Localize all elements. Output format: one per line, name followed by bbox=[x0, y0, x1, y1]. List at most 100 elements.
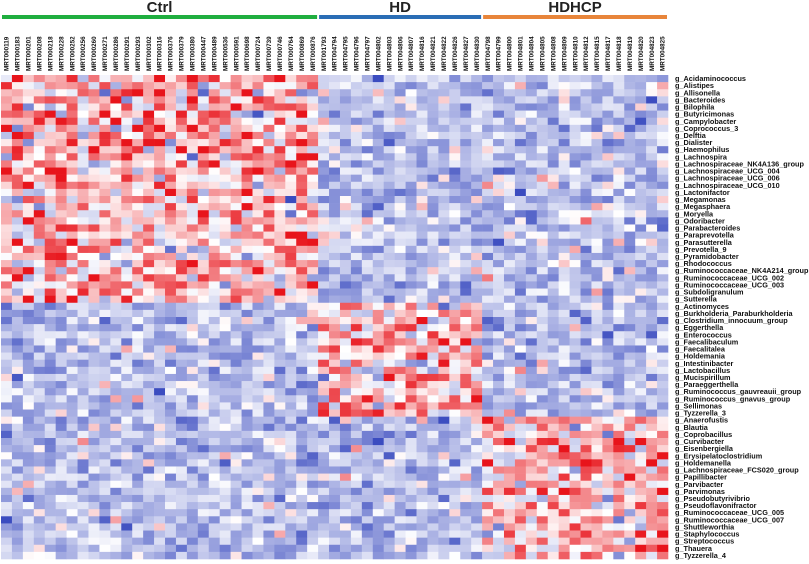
heatmap-cell bbox=[536, 345, 549, 353]
heatmap-cell bbox=[197, 117, 210, 126]
heatmap-cell bbox=[263, 252, 275, 261]
heatmap-cell bbox=[121, 260, 133, 268]
heatmap-cell bbox=[438, 331, 450, 339]
heatmap-cell bbox=[230, 75, 242, 83]
heatmap-cell bbox=[482, 274, 494, 282]
heatmap-cell bbox=[624, 131, 636, 140]
heatmap-cell bbox=[66, 103, 78, 111]
heatmap-cell bbox=[274, 352, 286, 361]
heatmap-cell bbox=[580, 502, 592, 510]
heatmap-cell bbox=[602, 331, 614, 339]
heatmap-cell bbox=[22, 274, 35, 282]
genus-label: g_Butyricimonas bbox=[675, 110, 734, 119]
heatmap-cell bbox=[11, 238, 24, 247]
heatmap-cell bbox=[219, 238, 231, 247]
heatmap-cell bbox=[427, 502, 439, 510]
heatmap-cell bbox=[175, 117, 188, 126]
heatmap-cell bbox=[263, 181, 275, 190]
heatmap-cell bbox=[296, 516, 308, 524]
heatmap-cell bbox=[558, 551, 570, 560]
heatmap-cell bbox=[66, 224, 78, 232]
heatmap-cell bbox=[296, 530, 308, 538]
heatmap-cell bbox=[329, 473, 341, 482]
heatmap-cell bbox=[394, 388, 406, 396]
heatmap-cell bbox=[514, 416, 527, 425]
heatmap-cell bbox=[329, 196, 341, 204]
heatmap-cell bbox=[33, 110, 46, 119]
heatmap-cell bbox=[143, 373, 155, 382]
heatmap-cell bbox=[11, 110, 24, 119]
heatmap-cell bbox=[460, 174, 472, 183]
heatmap-cell bbox=[110, 502, 122, 510]
heatmap-cell bbox=[252, 324, 264, 332]
heatmap-cell bbox=[318, 89, 330, 97]
heatmap-cell bbox=[230, 245, 242, 254]
heatmap-cell bbox=[602, 359, 614, 368]
heatmap-cell bbox=[88, 89, 100, 97]
heatmap-cell bbox=[165, 466, 177, 474]
group-bar-ctrl bbox=[2, 15, 318, 19]
heatmap-cell bbox=[197, 551, 210, 560]
genus-label: g_Curvibacter bbox=[675, 437, 724, 446]
heatmap-cell bbox=[307, 82, 319, 90]
heatmap-cell bbox=[219, 317, 231, 325]
heatmap-cell bbox=[350, 188, 363, 197]
heatmap-cell bbox=[88, 324, 100, 332]
heatmap-cell bbox=[536, 96, 549, 104]
heatmap-cell bbox=[372, 395, 384, 403]
heatmap-cell bbox=[197, 274, 210, 282]
heatmap-cell bbox=[339, 210, 352, 218]
heatmap-cell bbox=[154, 523, 166, 531]
heatmap-cell bbox=[1, 402, 13, 410]
heatmap-cell bbox=[602, 317, 614, 325]
heatmap-cell bbox=[394, 146, 406, 154]
heatmap-cell bbox=[602, 82, 614, 90]
heatmap-cell bbox=[657, 153, 669, 161]
heatmap-cell bbox=[263, 238, 275, 247]
heatmap-cell bbox=[77, 139, 89, 147]
heatmap-cell bbox=[165, 281, 177, 289]
heatmap-cell bbox=[449, 117, 461, 126]
heatmap-cell bbox=[77, 281, 89, 289]
heatmap-cell bbox=[175, 452, 188, 460]
sample-label: MRT000218 bbox=[47, 36, 54, 71]
genus-label: g_Tyzzerella_4 bbox=[675, 551, 727, 560]
heatmap-cell bbox=[514, 274, 527, 282]
genus-label: g_Megamonas bbox=[675, 195, 726, 204]
genus-label: g_Parasutterella bbox=[675, 238, 733, 247]
heatmap-cell bbox=[55, 103, 67, 111]
heatmap-cell bbox=[405, 181, 417, 190]
heatmap-cell bbox=[99, 509, 111, 517]
heatmap-cell bbox=[383, 153, 395, 161]
heatmap-cell bbox=[547, 523, 559, 531]
heatmap-cell bbox=[241, 359, 253, 368]
heatmap-cell bbox=[197, 480, 210, 489]
heatmap-cell bbox=[307, 373, 319, 382]
heatmap-cell bbox=[471, 388, 483, 396]
heatmap-cell bbox=[208, 302, 220, 311]
heatmap-cell bbox=[66, 260, 78, 268]
heatmap-cell bbox=[471, 345, 483, 353]
heatmap-cell bbox=[569, 409, 581, 417]
heatmap-cell bbox=[361, 302, 374, 311]
heatmap-cell bbox=[405, 494, 417, 503]
heatmap-cell bbox=[55, 196, 67, 204]
heatmap-cell bbox=[646, 473, 658, 482]
heatmap-cell bbox=[449, 110, 461, 119]
heatmap-cell bbox=[208, 124, 220, 133]
heatmap-cell bbox=[263, 445, 275, 453]
heatmap-cell bbox=[602, 473, 614, 482]
heatmap-cell bbox=[405, 416, 417, 425]
heatmap-cell bbox=[44, 551, 56, 560]
heatmap-cell bbox=[88, 430, 100, 439]
heatmap-cell bbox=[99, 331, 111, 339]
heatmap-cell bbox=[569, 160, 581, 168]
heatmap-cell bbox=[132, 309, 144, 318]
heatmap-cell bbox=[449, 160, 461, 168]
heatmap-cell bbox=[175, 466, 188, 474]
heatmap-cell bbox=[427, 516, 439, 524]
heatmap-cell bbox=[33, 124, 46, 133]
heatmap-cell bbox=[11, 551, 24, 560]
heatmap-cell bbox=[602, 430, 614, 439]
